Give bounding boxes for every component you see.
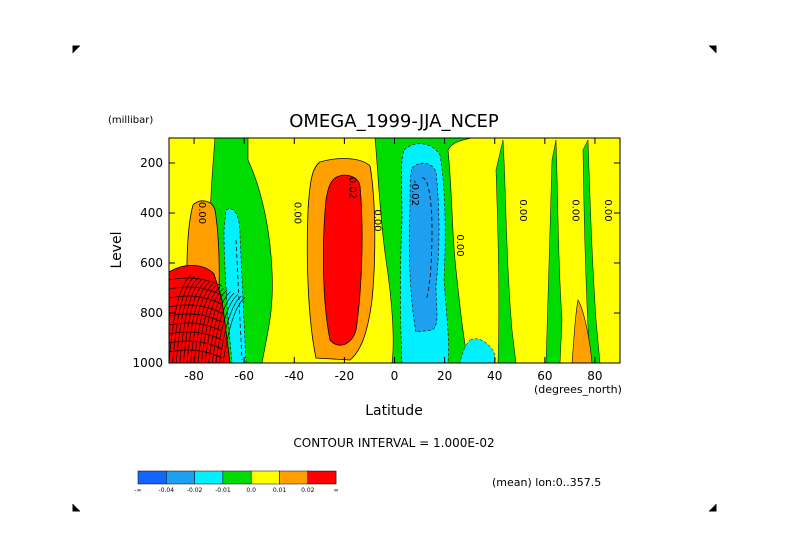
colorbar-label: 0.01 — [273, 487, 287, 494]
colorbar-label: -0.04 — [159, 487, 175, 494]
region-green-streak-1 — [495, 139, 517, 363]
colorbar-swatch — [166, 470, 195, 485]
colorbar-label: -0.02 — [187, 487, 203, 494]
dense-contour-line — [169, 313, 223, 323]
dense-contour-line — [169, 340, 223, 350]
colorbar-label: -∞ — [134, 487, 141, 494]
dense-contour-line — [219, 295, 242, 363]
dense-contour-line — [169, 304, 223, 314]
region-red-southern-subtropics — [322, 174, 363, 346]
axis-ticks — [169, 138, 620, 364]
x-tick-label: -40 — [284, 369, 304, 383]
dense-contour-line — [169, 277, 223, 287]
colorbar-swatch — [307, 470, 337, 485]
x-units-label: (degrees_north) — [534, 383, 622, 396]
x-tick-label: -20 — [335, 369, 355, 383]
contour-label: 0.00 — [602, 199, 613, 221]
region-green-streak-3 — [582, 139, 601, 363]
region-cyan-north-patch — [459, 338, 497, 363]
dense-contour-line — [215, 294, 239, 363]
contour-label: 0.00 — [517, 199, 528, 221]
x-tick-label: 0 — [391, 369, 399, 383]
dense-contour-line — [169, 295, 223, 305]
colorbar — [137, 470, 337, 485]
x-tick-labels: -80 -60 -40 -20 0 20 40 60 80 — [184, 369, 602, 383]
y-tick-label: 400 — [140, 206, 163, 220]
colorbar-label: 0.02 — [301, 487, 315, 494]
y-axis-label: Level — [109, 232, 125, 269]
region-orange-north-streak — [571, 299, 593, 363]
colorbar-swatch — [222, 470, 252, 485]
colorbar-label: ∞ — [334, 487, 339, 494]
colorbar-label: -0.01 — [215, 487, 231, 494]
region-red-south-polar — [169, 265, 231, 363]
contour-label: -0.02 — [409, 180, 420, 206]
contour-labels: 0.00 0.00 0.02 0.00 -0.02 0.00 0.00 0.00 0.00 — [196, 177, 613, 257]
y-units-label: (millibar) — [108, 115, 153, 126]
dense-contour-line — [201, 288, 224, 363]
dense-contour-line — [193, 285, 217, 363]
colorbar-label: 0.0 — [246, 487, 256, 494]
y-tick-label: 600 — [140, 256, 163, 270]
dense-contour-line — [169, 349, 223, 359]
dense-contour-line — [183, 280, 206, 363]
contour-interval-label: CONTOUR INTERVAL = 1.000E-02 — [293, 436, 494, 450]
colorbar-swatch — [279, 470, 309, 485]
colorbar-swatch — [137, 470, 167, 485]
colorbar-swatch — [250, 470, 280, 485]
y-tick-label: 1000 — [132, 356, 163, 370]
chart-title: OMEGA_1999-JJA_NCEP — [289, 111, 499, 132]
dense-contour-line — [169, 331, 223, 341]
page-corner-marks — [72, 45, 717, 512]
dense-contour-line — [169, 286, 223, 296]
contour-label: 0.02 — [346, 177, 357, 199]
contour-label: 0.00 — [454, 234, 465, 256]
x-tick-label: 40 — [487, 369, 502, 383]
colorbar-labels: -∞ -0.04 -0.02 -0.01 0.0 0.01 0.02 ∞ — [134, 487, 338, 494]
contour-label: 0.00 — [569, 199, 580, 221]
dashed-contour-lines — [235, 177, 433, 361]
x-tick-label: 60 — [537, 369, 552, 383]
region-blue-equatorial — [408, 162, 440, 333]
dense-contour-line — [197, 286, 221, 363]
contour-label: 0.00 — [291, 202, 302, 224]
y-tick-label: 200 — [140, 156, 163, 170]
dense-contour-line — [190, 283, 213, 363]
contour-label: 0.00 — [371, 209, 382, 231]
dense-contour-line — [169, 274, 192, 363]
x-tick-label: 80 — [587, 369, 602, 383]
x-tick-label: -80 — [184, 369, 204, 383]
y-tick-labels: 200 400 600 800 1000 — [132, 156, 163, 370]
mean-longitude-annotation: (mean) lon:0..357.5 — [492, 476, 601, 489]
x-axis-label: Latitude — [365, 403, 423, 419]
region-green-streak-2 — [545, 139, 563, 363]
x-tick-label: 20 — [437, 369, 452, 383]
dense-contour-line — [169, 322, 223, 332]
dense-contour-lines — [169, 274, 246, 363]
contour-label: 0.00 — [196, 202, 207, 224]
dense-contour-line — [172, 276, 195, 363]
x-tick-label: -60 — [234, 369, 254, 383]
colorbar-swatch — [194, 470, 224, 485]
dense-contour-line — [186, 282, 210, 363]
dense-contour-line — [175, 277, 199, 363]
y-tick-label: 800 — [140, 306, 163, 320]
dense-contour-line — [222, 297, 246, 363]
plot-area — [169, 138, 620, 363]
